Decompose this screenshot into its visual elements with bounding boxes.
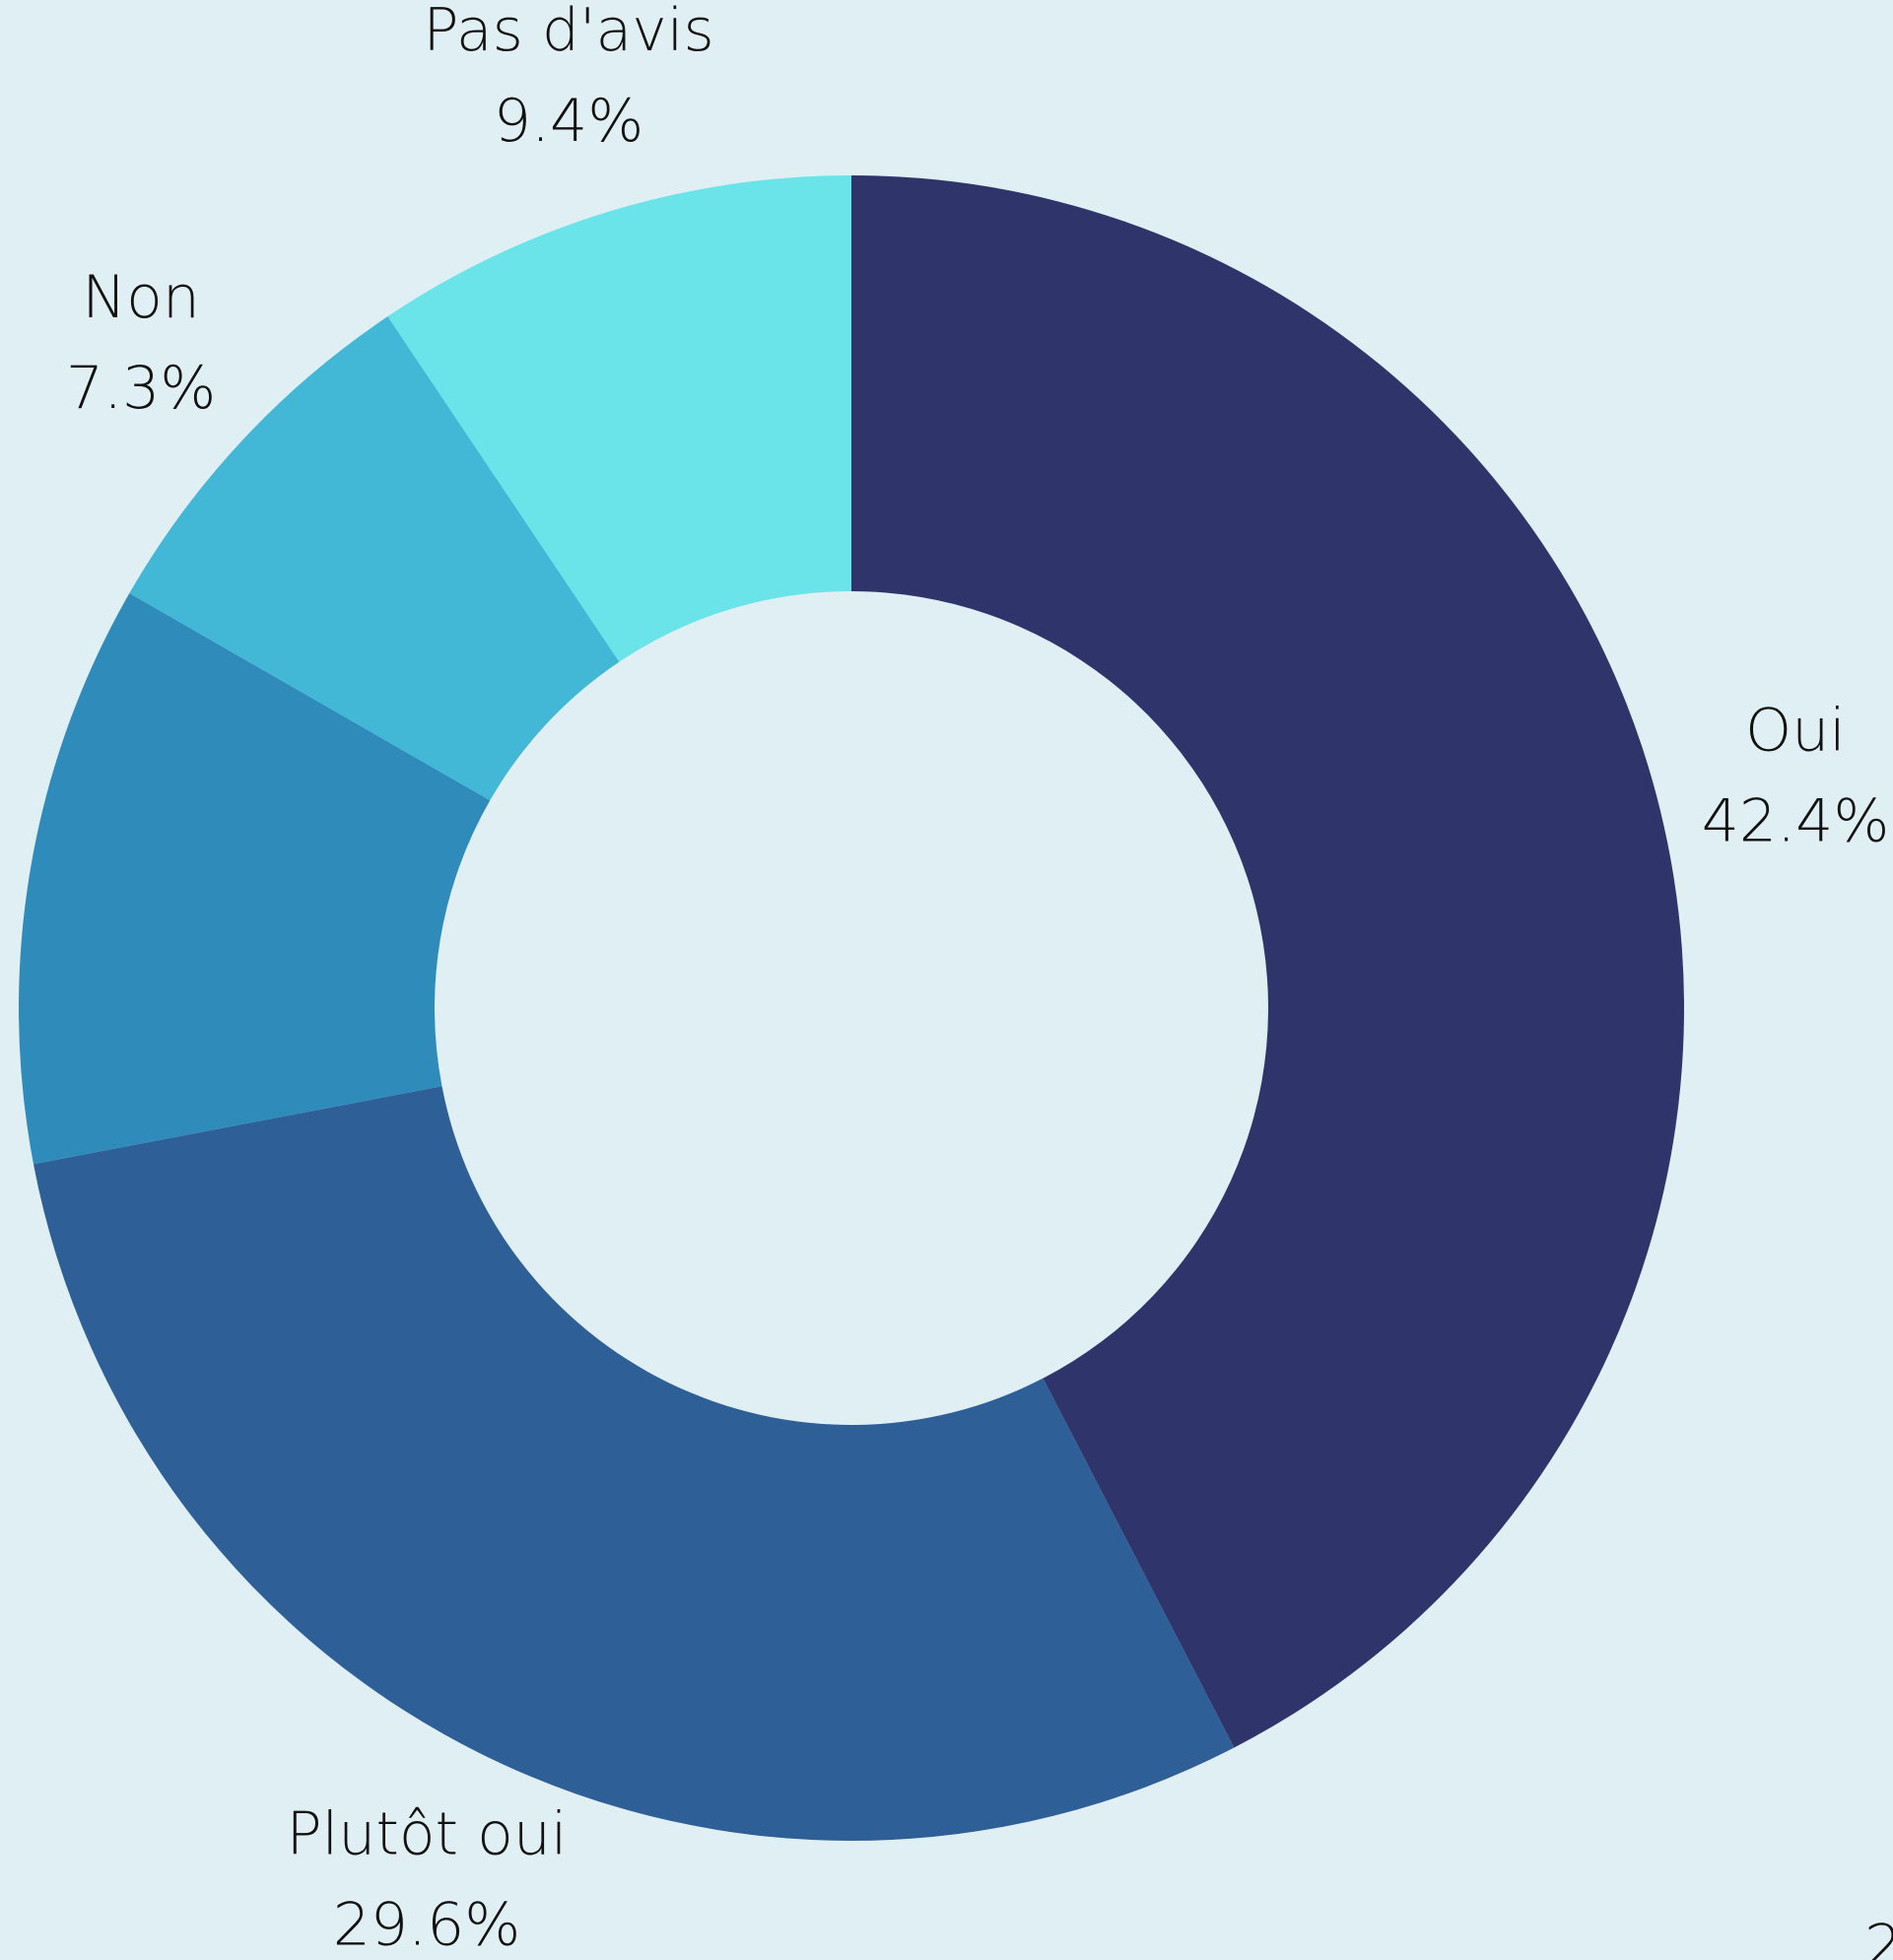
segment-label: Non xyxy=(82,263,200,332)
annotation: 2 xyxy=(1864,1913,1893,1960)
segment-label: Pas d'avis xyxy=(423,0,713,65)
donut-segment xyxy=(19,593,491,1165)
value-label: 29.6% xyxy=(333,1890,521,1959)
segment-label: Plutôt oui xyxy=(286,1799,567,1868)
value-label: 9.4% xyxy=(494,87,643,156)
donut-segment xyxy=(387,175,851,662)
value-label: 42.4% xyxy=(1702,786,1890,855)
value-label: 7.3% xyxy=(66,354,216,423)
donut-segment xyxy=(851,175,1684,1748)
donut-segment xyxy=(33,1086,1235,1841)
segment-label: Oui xyxy=(1745,696,1846,765)
donut-segment xyxy=(129,316,620,801)
